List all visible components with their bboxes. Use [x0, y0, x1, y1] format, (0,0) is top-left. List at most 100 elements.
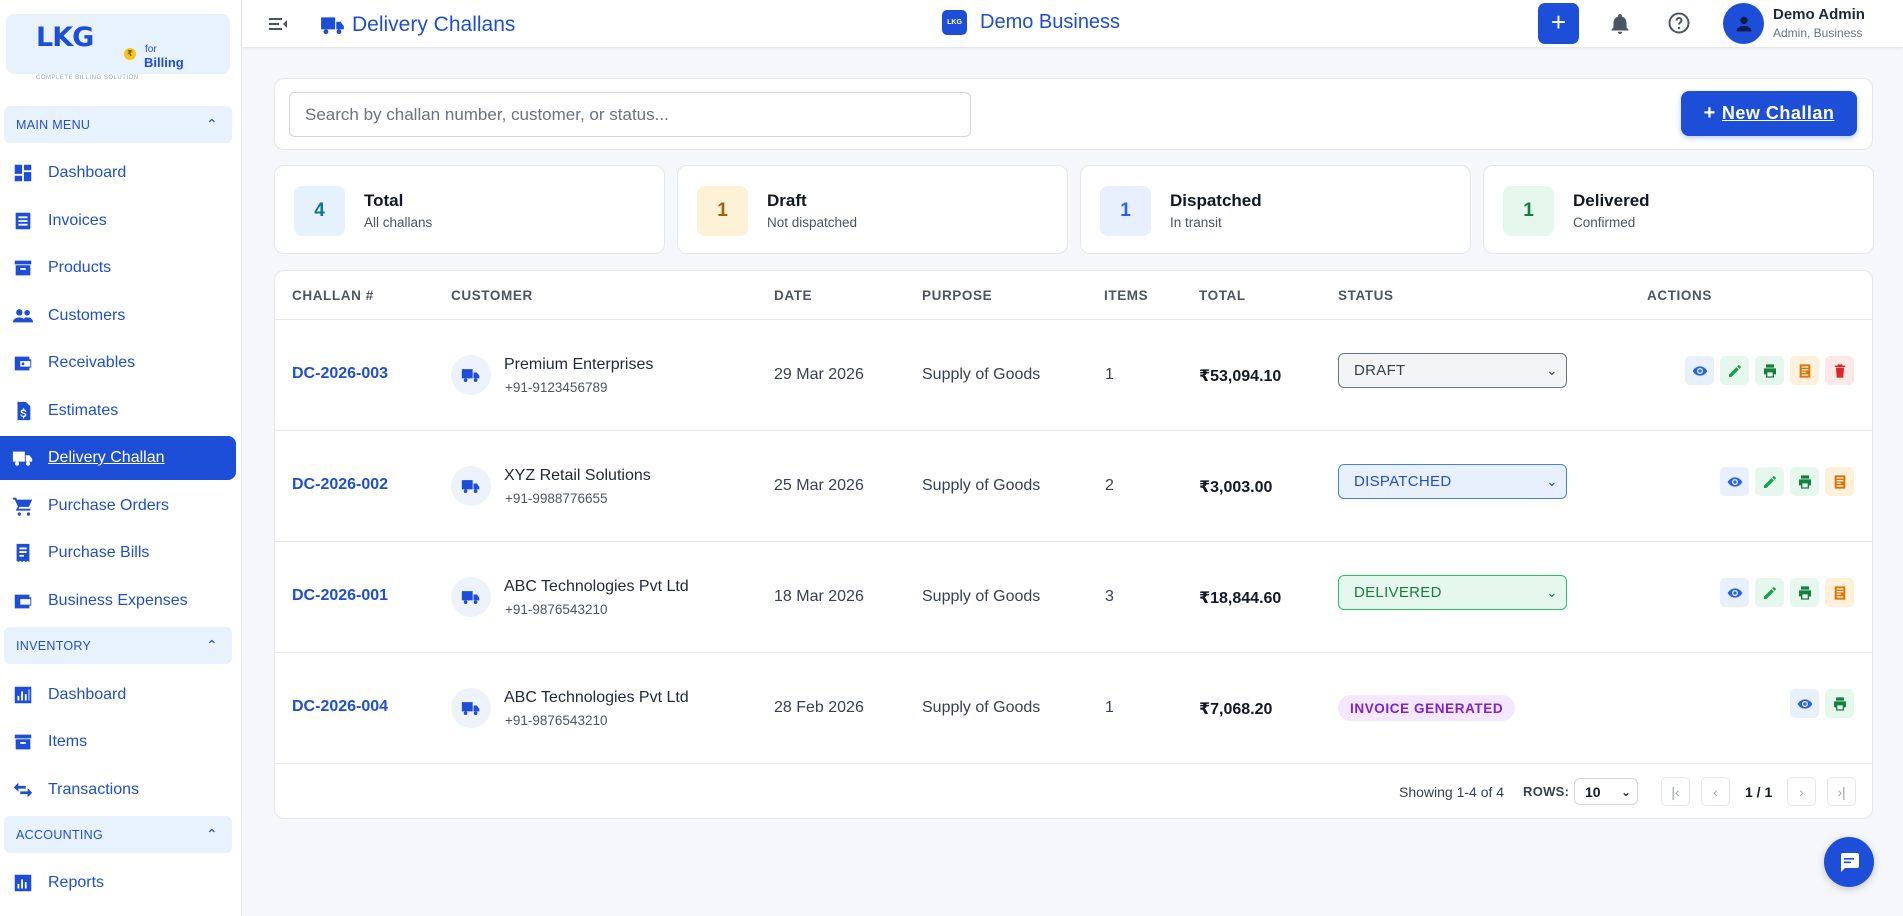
challan-date: 25 Mar 2026: [774, 477, 864, 494]
invoice-icon: [12, 210, 34, 232]
column-header[interactable]: CHALLAN #: [292, 288, 374, 303]
status-select[interactable]: DRAFT ⌄: [1338, 353, 1567, 388]
chat-button[interactable]: [1824, 837, 1874, 887]
sidebar-item-items[interactable]: Items: [0, 720, 236, 764]
view-button[interactable]: [1720, 578, 1749, 607]
section-main-menu[interactable]: MAIN MENU ⌃: [4, 106, 232, 143]
column-header[interactable]: TOTAL: [1199, 288, 1246, 303]
item-count: 3: [1105, 588, 1114, 605]
search-input[interactable]: [289, 92, 971, 137]
first-page-button[interactable]: |‹: [1661, 777, 1690, 806]
help-icon[interactable]: [1667, 11, 1691, 35]
products-icon: [12, 257, 34, 279]
quick-add-button[interactable]: +: [1538, 3, 1579, 44]
logo-tagline: COMPLETE BILLING SOLUTION: [36, 75, 139, 81]
item-count: 1: [1105, 366, 1114, 383]
print-button[interactable]: [1790, 467, 1819, 496]
sidebar-item-purchase-bills[interactable]: Purchase Bills: [0, 531, 236, 575]
sidebar-item-business-expenses[interactable]: Business Expenses: [0, 579, 236, 623]
table-row[interactable]: DC-2026-001 ABC Technologies Pvt Ltd +91…: [275, 542, 1872, 653]
sidebar-item-label: Business Expenses: [48, 592, 188, 609]
sidebar-item-estimates[interactable]: Estimates: [0, 389, 236, 433]
sidebar-item-delivery-challan[interactable]: Delivery Challan: [0, 436, 236, 480]
new-challan-label: New Challan: [1721, 103, 1835, 123]
column-header[interactable]: CUSTOMER: [451, 288, 533, 303]
invoice-icon: [1797, 363, 1813, 379]
sidebar-item-label: Receivables: [48, 354, 136, 371]
print-icon: [1832, 696, 1848, 712]
pencil-icon: [1762, 585, 1778, 601]
avatar[interactable]: [1723, 3, 1764, 44]
row-actions: [1685, 356, 1854, 385]
delete-button[interactable]: [1825, 356, 1854, 385]
app-logo[interactable]: LKG ₹ for Billing COMPLETE BILLING SOLUT…: [6, 14, 230, 81]
truck-icon: [451, 355, 491, 395]
new-challan-button[interactable]: + New Challan: [1681, 91, 1857, 136]
last-page-button[interactable]: ›|: [1827, 777, 1856, 806]
view-button[interactable]: [1790, 689, 1819, 718]
table-row[interactable]: DC-2026-004 ABC Technologies Pvt Ltd +91…: [275, 653, 1872, 764]
stat-label: Draft: [767, 191, 807, 210]
challan-total: ₹7,068.20: [1199, 701, 1273, 718]
column-header[interactable]: PURPOSE: [922, 288, 993, 303]
table-row[interactable]: DC-2026-003 Premium Enterprises +91-9123…: [275, 320, 1872, 431]
sidebar-item-inventory-dashboard[interactable]: Dashboard: [0, 673, 236, 717]
convert-invoice-button[interactable]: [1825, 467, 1854, 496]
sidebar-item-label: Dashboard: [48, 164, 127, 181]
business-selector[interactable]: LKG Demo Business: [942, 10, 1120, 35]
row-actions: [1720, 467, 1854, 496]
column-header[interactable]: ITEMS: [1104, 288, 1149, 303]
sidebar-item-customers[interactable]: Customers: [0, 294, 236, 338]
stat-card-draft: 1 Draft Not dispatched: [677, 165, 1068, 254]
stat-value: 1: [1100, 186, 1151, 236]
edit-button[interactable]: [1755, 578, 1784, 607]
stat-card-total: 4 Total All challans: [274, 165, 665, 254]
edit-button[interactable]: [1720, 356, 1749, 385]
status-select[interactable]: DELIVERED ⌄: [1338, 575, 1567, 610]
trash-icon: [1832, 363, 1848, 379]
column-header[interactable]: STATUS: [1338, 288, 1394, 303]
sidebar-item-invoices[interactable]: Invoices: [0, 199, 236, 243]
chevron-up-icon: ⌃: [205, 637, 218, 653]
status-select[interactable]: DISPATCHED ⌄: [1338, 464, 1567, 499]
chevron-left-icon: ‹: [1713, 783, 1718, 800]
sidebar-item-receivables[interactable]: Receivables: [0, 341, 236, 385]
table-row[interactable]: DC-2026-002 XYZ Retail Solutions +91-998…: [275, 431, 1872, 542]
table-header: CHALLAN # CUSTOMER DATE PURPOSE ITEMS TO…: [275, 271, 1872, 320]
prev-page-button[interactable]: ‹: [1701, 777, 1730, 806]
section-accounting[interactable]: ACCOUNTING ⌃: [4, 816, 232, 853]
rows-per-page-select[interactable]: 10 ⌄: [1574, 778, 1638, 805]
wallet-icon: [12, 590, 34, 612]
sidebar-item-products[interactable]: Products: [0, 246, 236, 290]
bell-icon[interactable]: [1608, 12, 1632, 36]
print-icon: [1797, 585, 1813, 601]
column-header[interactable]: DATE: [774, 288, 813, 303]
challan-number-link[interactable]: DC-2026-004: [292, 698, 389, 715]
status-value: DELIVERED: [1354, 584, 1442, 601]
print-button[interactable]: [1825, 689, 1854, 718]
sidebar-item-reports[interactable]: Reports: [0, 861, 236, 905]
last-page-icon: ›|: [1837, 783, 1846, 800]
menu-collapse-icon[interactable]: [266, 12, 290, 36]
print-button[interactable]: [1755, 356, 1784, 385]
section-inventory[interactable]: INVENTORY ⌃: [4, 627, 232, 664]
chat-icon: [1841, 853, 1859, 872]
edit-button[interactable]: [1755, 467, 1784, 496]
challan-purpose: Supply of Goods: [922, 588, 1041, 605]
customer-name: ABC Technologies Pvt Ltd: [504, 689, 689, 706]
print-button[interactable]: [1790, 578, 1819, 607]
view-button[interactable]: [1720, 467, 1749, 496]
next-page-button[interactable]: ›: [1787, 777, 1816, 806]
sidebar-item-purchase-orders[interactable]: Purchase Orders: [0, 484, 236, 528]
showing-count: Showing 1-4 of 4: [1399, 784, 1505, 800]
challan-number-link[interactable]: DC-2026-003: [292, 365, 389, 382]
view-button[interactable]: [1685, 356, 1714, 385]
challan-number-link[interactable]: DC-2026-002: [292, 476, 389, 493]
invoice-icon: [1832, 585, 1848, 601]
sidebar-item-label: Reports: [48, 874, 105, 891]
convert-invoice-button[interactable]: [1790, 356, 1819, 385]
sidebar-item-transactions[interactable]: Transactions: [0, 768, 236, 812]
challan-number-link[interactable]: DC-2026-001: [292, 587, 389, 604]
sidebar-item-dashboard[interactable]: Dashboard: [0, 151, 236, 195]
convert-invoice-button[interactable]: [1825, 578, 1854, 607]
